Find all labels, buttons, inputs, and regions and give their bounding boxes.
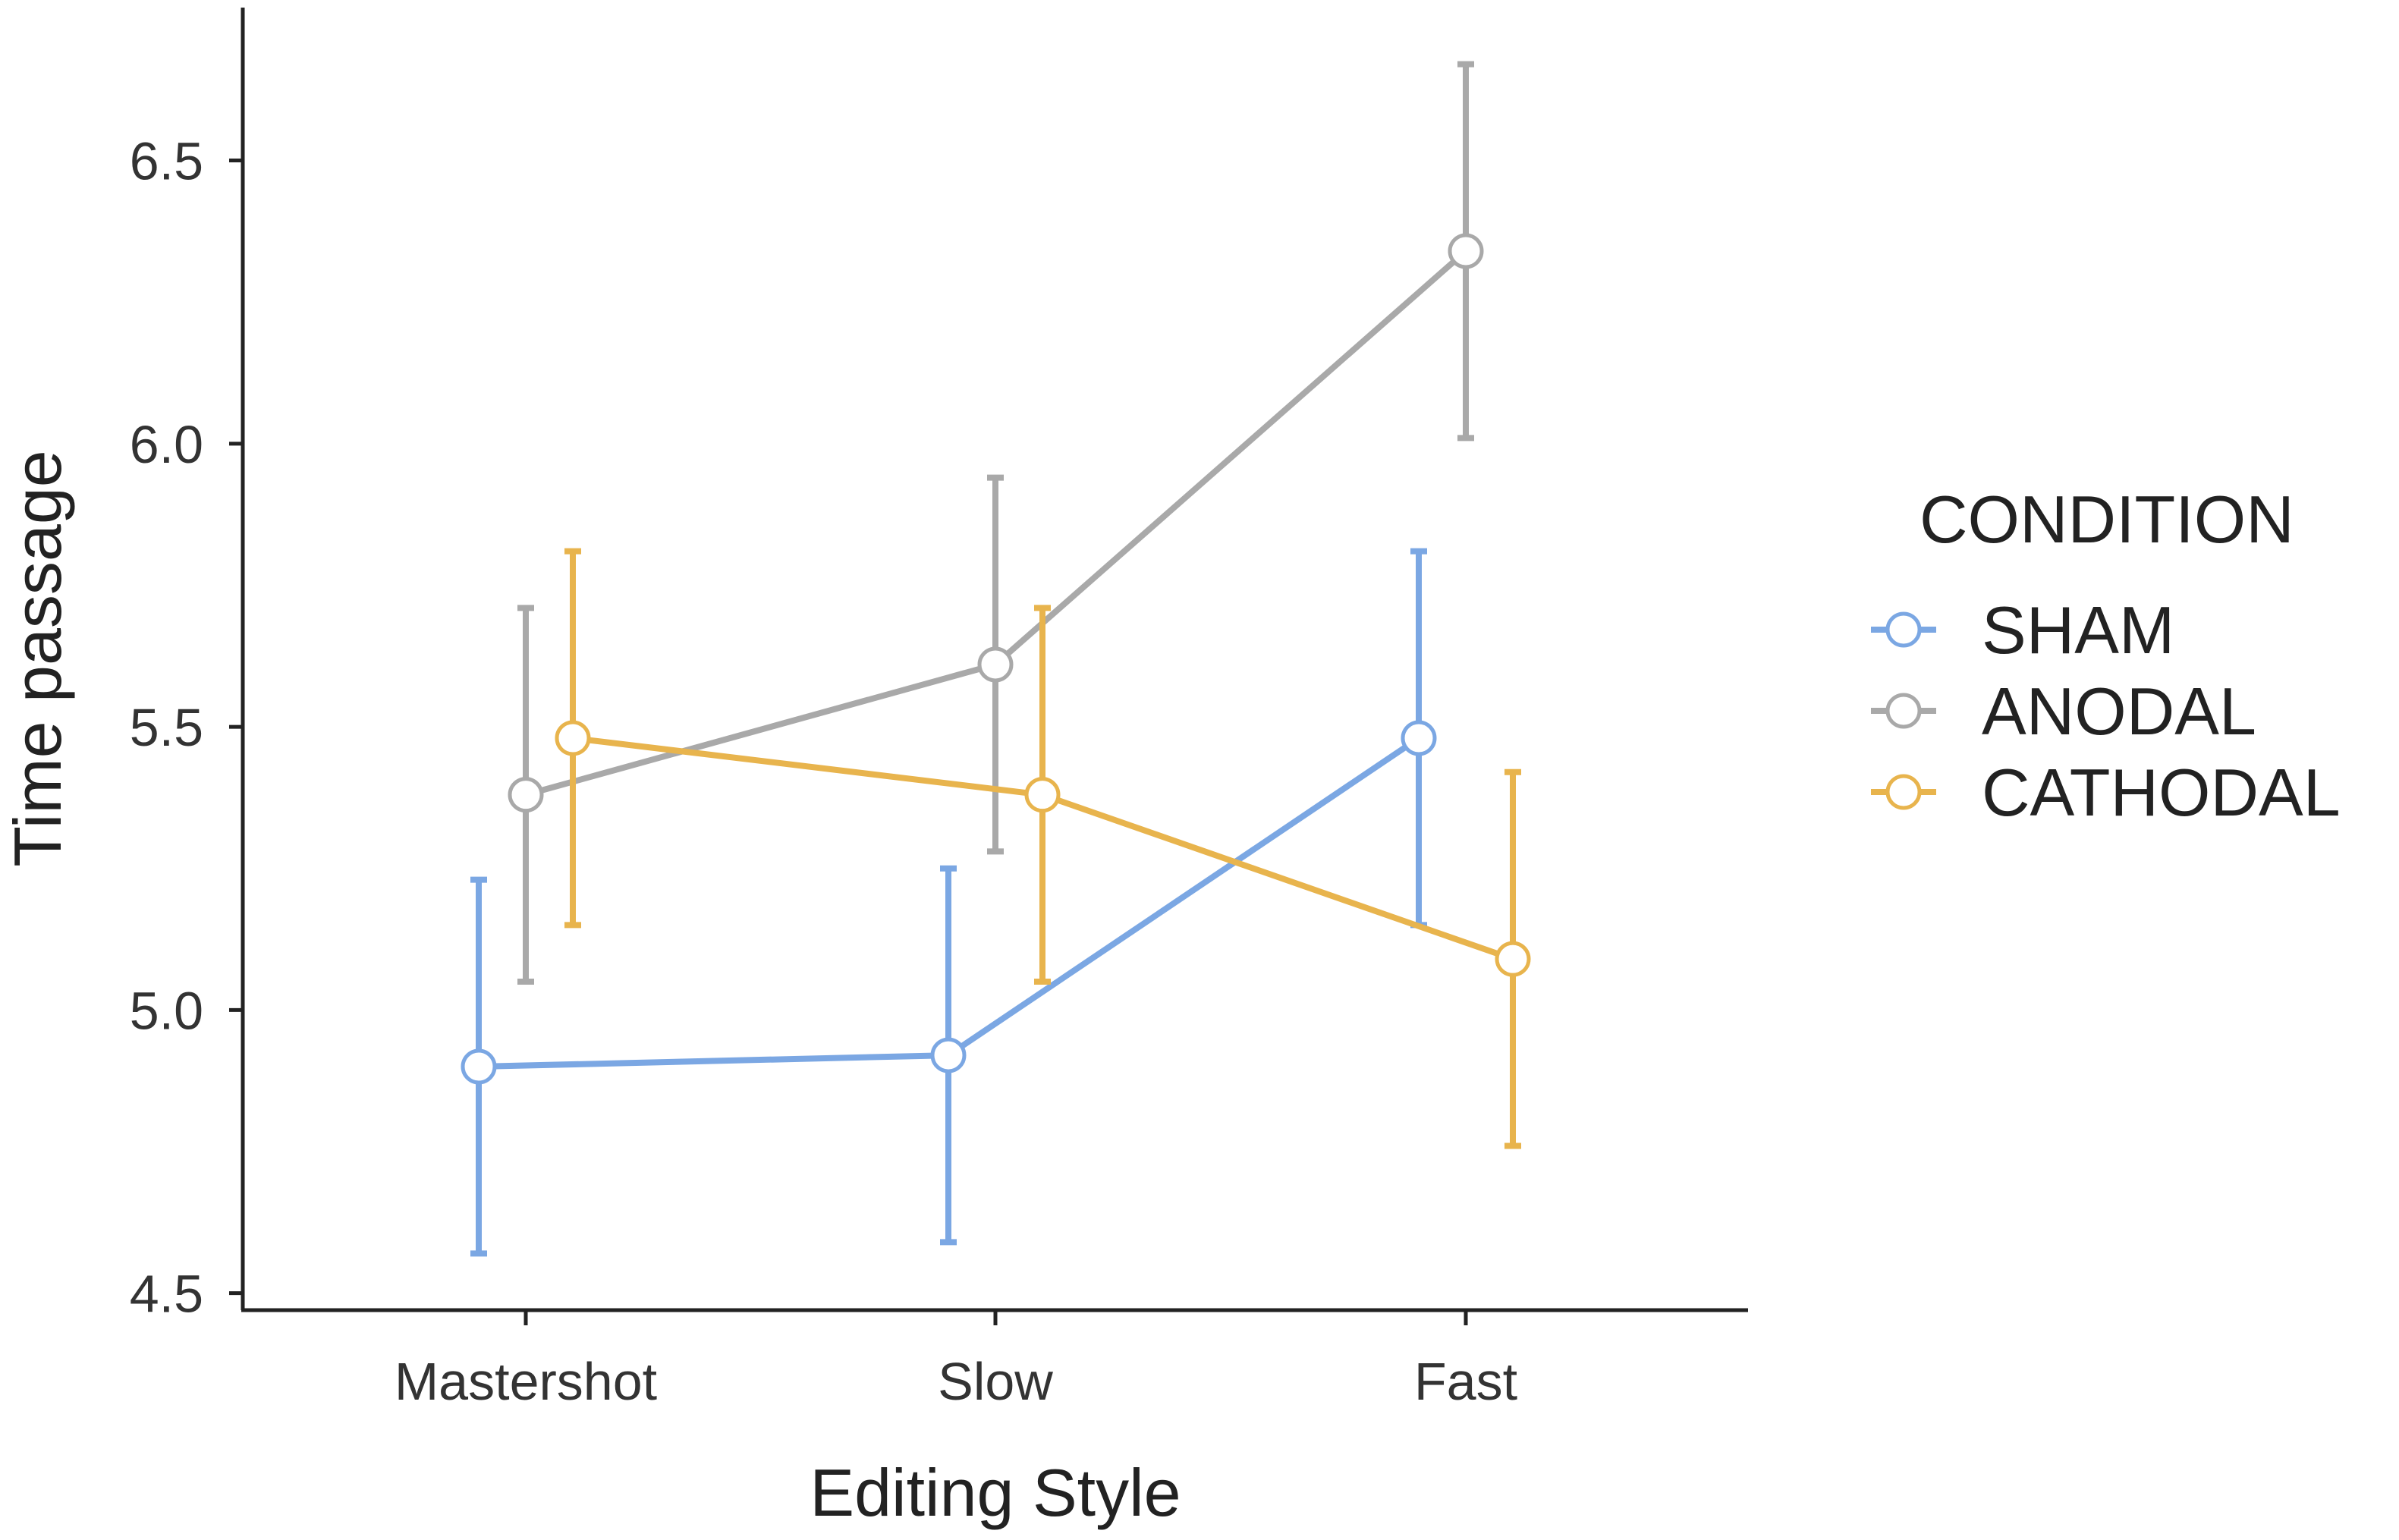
data-point [508,777,544,813]
legend-marker [1885,611,1922,648]
y-ticks: 4.5 5.0 5.5 6.0 6.5 [130,132,243,1324]
data-point [1495,941,1531,977]
y-tick-label: 4.5 [130,1265,203,1324]
data-point [1401,720,1437,756]
legend-marker [1885,693,1922,729]
legend-label: SHAM [1982,592,2174,668]
legend-title: CONDITION [1920,482,2294,557]
series-layer [461,61,1531,1257]
y-tick-label: 6.0 [130,415,203,474]
x-tick-label: Slow [938,1352,1053,1411]
data-point [930,1037,967,1073]
legend-item-anodal: ANODAL [1871,674,2256,749]
legend-label: ANODAL [1982,674,2256,749]
y-tick-label: 5.0 [130,981,203,1040]
x-ticks: Mastershot Slow Fast [395,1310,1517,1411]
data-point [555,720,591,756]
y-tick-label: 5.5 [130,698,203,757]
series-anodal [508,61,1484,985]
data-point [1448,233,1484,269]
y-axis-title: Time passage [0,450,75,866]
legend-item-sham: SHAM [1871,592,2174,668]
legend-marker [1885,774,1922,810]
x-tick-label: Mastershot [395,1352,657,1411]
data-point [461,1048,497,1085]
x-axis-title: Editing Style [810,1455,1181,1530]
series-cathodal [555,548,1531,1149]
series-sham [461,548,1437,1257]
legend-item-cathodal: CATHODAL [1871,755,2341,830]
data-point [1024,777,1061,813]
y-tick-label: 6.5 [130,132,203,191]
legend-label: CATHODAL [1982,755,2341,830]
x-tick-label: Fast [1414,1352,1517,1411]
data-point [977,646,1014,683]
